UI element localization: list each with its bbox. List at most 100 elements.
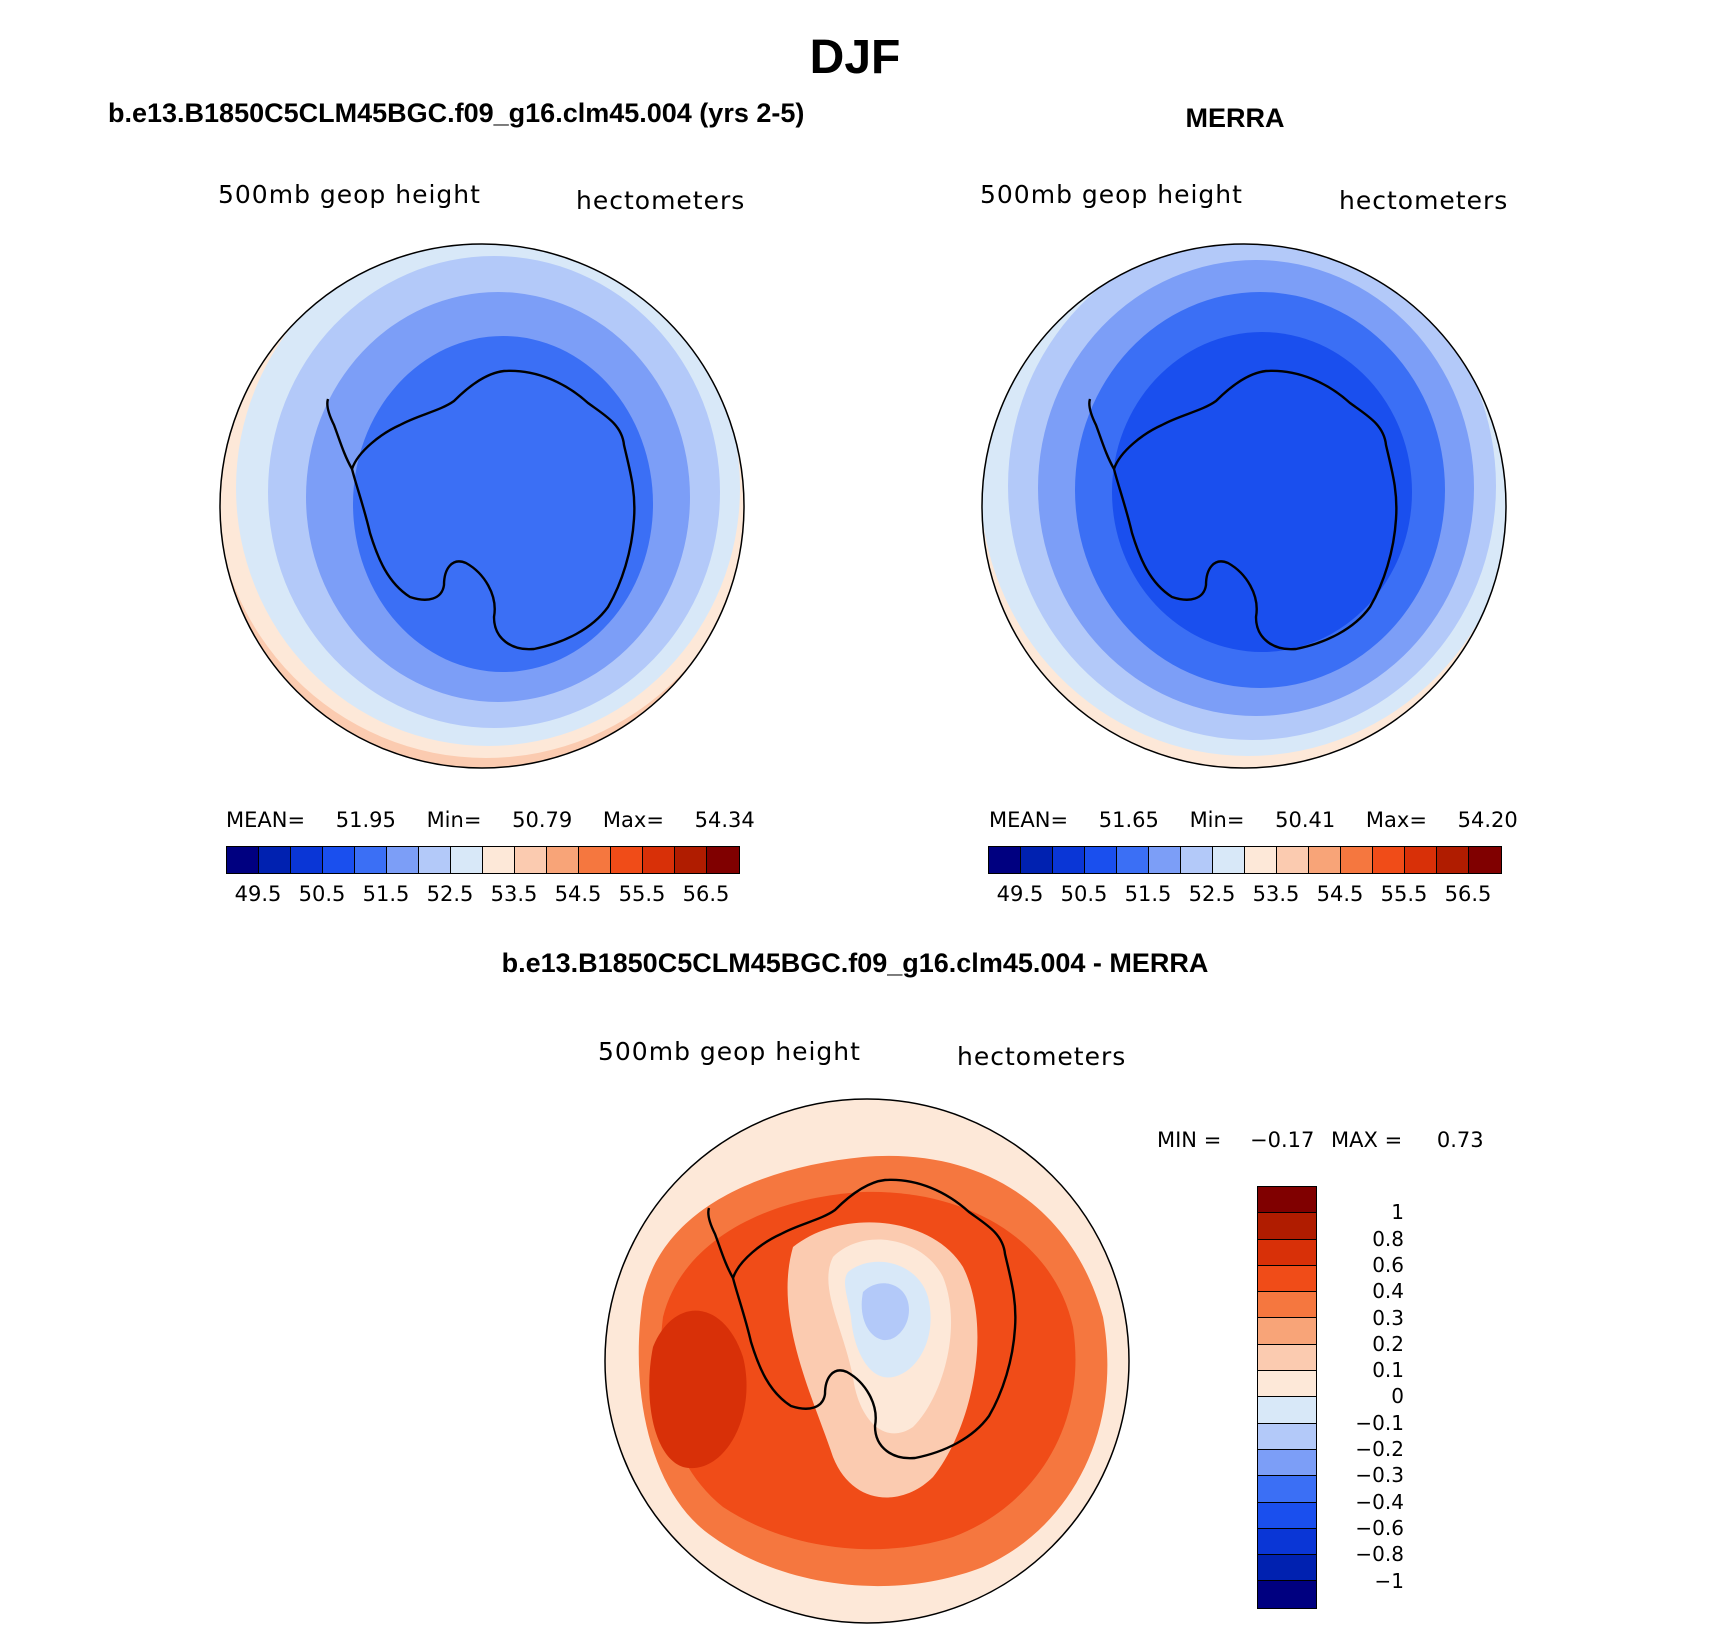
model-colorbar-swatch-0	[227, 847, 259, 873]
diff-colorbar-swatch-5	[1258, 1318, 1316, 1345]
obs-colorbar-swatch-10	[1309, 847, 1341, 873]
diff-colorbar-swatch-10	[1258, 1449, 1316, 1477]
diff-panel-title: b.e13.B1850C5CLM45BGC.f09_g16.clm45.004 …	[501, 948, 1209, 978]
obs-variable-label: 500mb geop height	[980, 180, 1243, 209]
model-units-label: hectometers	[576, 186, 746, 215]
model-colorbar-swatch-15	[707, 847, 739, 873]
model-colorbar-tick-label: 52.5	[426, 882, 474, 906]
obs-colorbar-labels: 49.5 50.5 51.5 52.5 53.5 54.5 55.5 56.5	[988, 882, 1500, 908]
diff-colorbar-swatch-14	[1258, 1555, 1316, 1582]
diff-colorbar-tick-label: −0.2	[1355, 1437, 1404, 1461]
model-mean-label: MEAN=	[226, 808, 306, 832]
diff-colorbar-tick-label: −0.4	[1355, 1489, 1404, 1514]
obs-units-label: hectometers	[1339, 186, 1509, 215]
model-max-label: Max=	[602, 808, 664, 832]
obs-colorbar-tick-label: 53.5	[1252, 882, 1300, 906]
diff-colorbar-tick-label: −0.1	[1355, 1410, 1404, 1435]
model-colorbar-swatch-8	[483, 847, 515, 873]
obs-colorbar-swatch-6	[1181, 847, 1213, 873]
model-colorbar-tick-label: 54.5	[554, 882, 602, 906]
model-colorbar-swatch-12	[611, 847, 643, 873]
diff-colorbar-swatch-3	[1258, 1265, 1316, 1293]
obs-colorbar-swatch-7	[1213, 847, 1245, 873]
obs-colorbar-swatch-1	[1021, 847, 1053, 873]
obs-colorbar-swatch-5	[1149, 847, 1181, 873]
obs-colorbar-swatch-2	[1053, 847, 1085, 873]
model-map	[219, 243, 745, 769]
diff-colorbar-tick-label: −0.8	[1355, 1542, 1404, 1567]
model-stats: MEAN= 51.95 Min= 50.79 Max= 54.34	[226, 808, 755, 832]
model-colorbar-swatch-7	[451, 847, 483, 873]
model-variable-label: 500mb geop height	[218, 180, 481, 209]
diff-colorbar-swatch-0	[1258, 1187, 1316, 1214]
diff-colorbar-tick-label: 1	[1391, 1200, 1404, 1225]
obs-colorbar-tick-label: 52.5	[1188, 882, 1236, 906]
model-colorbar	[226, 846, 740, 874]
model-mean-value: 51.95	[335, 808, 396, 832]
model-colorbar-tick-label: 56.5	[682, 882, 730, 906]
diff-min-label: MIN =	[1157, 1128, 1222, 1152]
obs-mean-label: MEAN=	[989, 808, 1069, 832]
diff-max-value: 0.73	[1436, 1128, 1484, 1152]
model-colorbar-tick-label: 53.5	[490, 882, 538, 906]
model-max-value: 54.34	[694, 808, 755, 832]
diff-colorbar-tick-label: 0.4	[1372, 1279, 1404, 1304]
model-colorbar-swatch-13	[643, 847, 675, 873]
model-colorbar-swatch-3	[323, 847, 355, 873]
obs-colorbar-swatch-15	[1469, 847, 1501, 873]
obs-colorbar-tick-label: 55.5	[1380, 882, 1428, 906]
model-min-value: 50.79	[512, 808, 573, 832]
obs-min-value: 50.41	[1275, 808, 1336, 832]
diff-max-label: MAX =	[1331, 1128, 1403, 1152]
model-colorbar-swatch-11	[579, 847, 611, 873]
obs-stats: MEAN= 51.65 Min= 50.41 Max= 54.20	[989, 808, 1518, 832]
diff-colorbar-swatch-15	[1258, 1581, 1316, 1608]
obs-colorbar-swatch-0	[989, 847, 1021, 873]
model-colorbar-swatch-4	[355, 847, 387, 873]
obs-colorbar-swatch-9	[1277, 847, 1309, 873]
diff-colorbar-swatch-1	[1258, 1213, 1316, 1240]
obs-colorbar-swatch-4	[1117, 847, 1149, 873]
obs-colorbar-swatch-12	[1373, 847, 1405, 873]
diff-colorbar-tick-label: 0.2	[1372, 1331, 1404, 1356]
model-panel-title: b.e13.B1850C5CLM45BGC.f09_g16.clm45.004 …	[108, 98, 805, 128]
model-colorbar-swatch-6	[419, 847, 451, 873]
diff-colorbar-tick-label: 0.6	[1372, 1252, 1404, 1277]
obs-mean-value: 51.65	[1098, 808, 1159, 832]
obs-max-value: 54.20	[1457, 808, 1518, 832]
model-contour-band	[353, 336, 653, 672]
model-colorbar-swatch-14	[675, 847, 707, 873]
model-colorbar-swatch-10	[547, 847, 579, 873]
obs-map-boundary	[981, 243, 1507, 769]
diff-colorbar-tick-label: 0	[1391, 1384, 1404, 1409]
obs-colorbar-tick-label: 56.5	[1444, 882, 1492, 906]
model-colorbar-tick-label: 55.5	[618, 882, 666, 906]
diff-colorbar-tick-label: 0.3	[1372, 1305, 1404, 1330]
obs-max-label: Max=	[1365, 808, 1427, 832]
diff-colorbar-swatch-8	[1258, 1397, 1316, 1424]
model-min-label: Min=	[426, 808, 482, 832]
obs-colorbar	[988, 846, 1502, 874]
obs-colorbar-swatch-11	[1341, 847, 1373, 873]
obs-contour-band	[1112, 332, 1412, 652]
obs-panel-title: MERRA	[1185, 103, 1285, 133]
diff-colorbar-tick-label: −1	[1374, 1568, 1404, 1593]
obs-colorbar-tick-label: 54.5	[1316, 882, 1364, 906]
diff-colorbar-tick-label: 0.8	[1372, 1226, 1404, 1251]
figure-title: DJF	[809, 31, 901, 84]
model-colorbar-tick-label: 51.5	[362, 882, 410, 906]
diff-colorbar-tick-label: −0.6	[1355, 1515, 1404, 1540]
diff-colorbar-swatch-4	[1258, 1292, 1316, 1319]
model-colorbar-labels: 49.5 50.5 51.5 52.5 53.5 54.5 55.5 56.5	[226, 882, 738, 908]
obs-map	[981, 243, 1507, 769]
diff-min-value: −0.17	[1249, 1128, 1315, 1152]
obs-colorbar-tick-label: 51.5	[1124, 882, 1172, 906]
diff-colorbar-tick-label: 0.1	[1372, 1358, 1404, 1383]
obs-min-label: Min=	[1189, 808, 1245, 832]
model-colorbar-tick-label: 50.5	[298, 882, 346, 906]
obs-colorbar-tick-label: 49.5	[996, 882, 1044, 906]
obs-colorbar-swatch-13	[1405, 847, 1437, 873]
diff-colorbar-swatch-12	[1258, 1502, 1316, 1529]
model-colorbar-tick-label: 49.5	[234, 882, 282, 906]
diff-contour-region	[861, 1283, 909, 1341]
